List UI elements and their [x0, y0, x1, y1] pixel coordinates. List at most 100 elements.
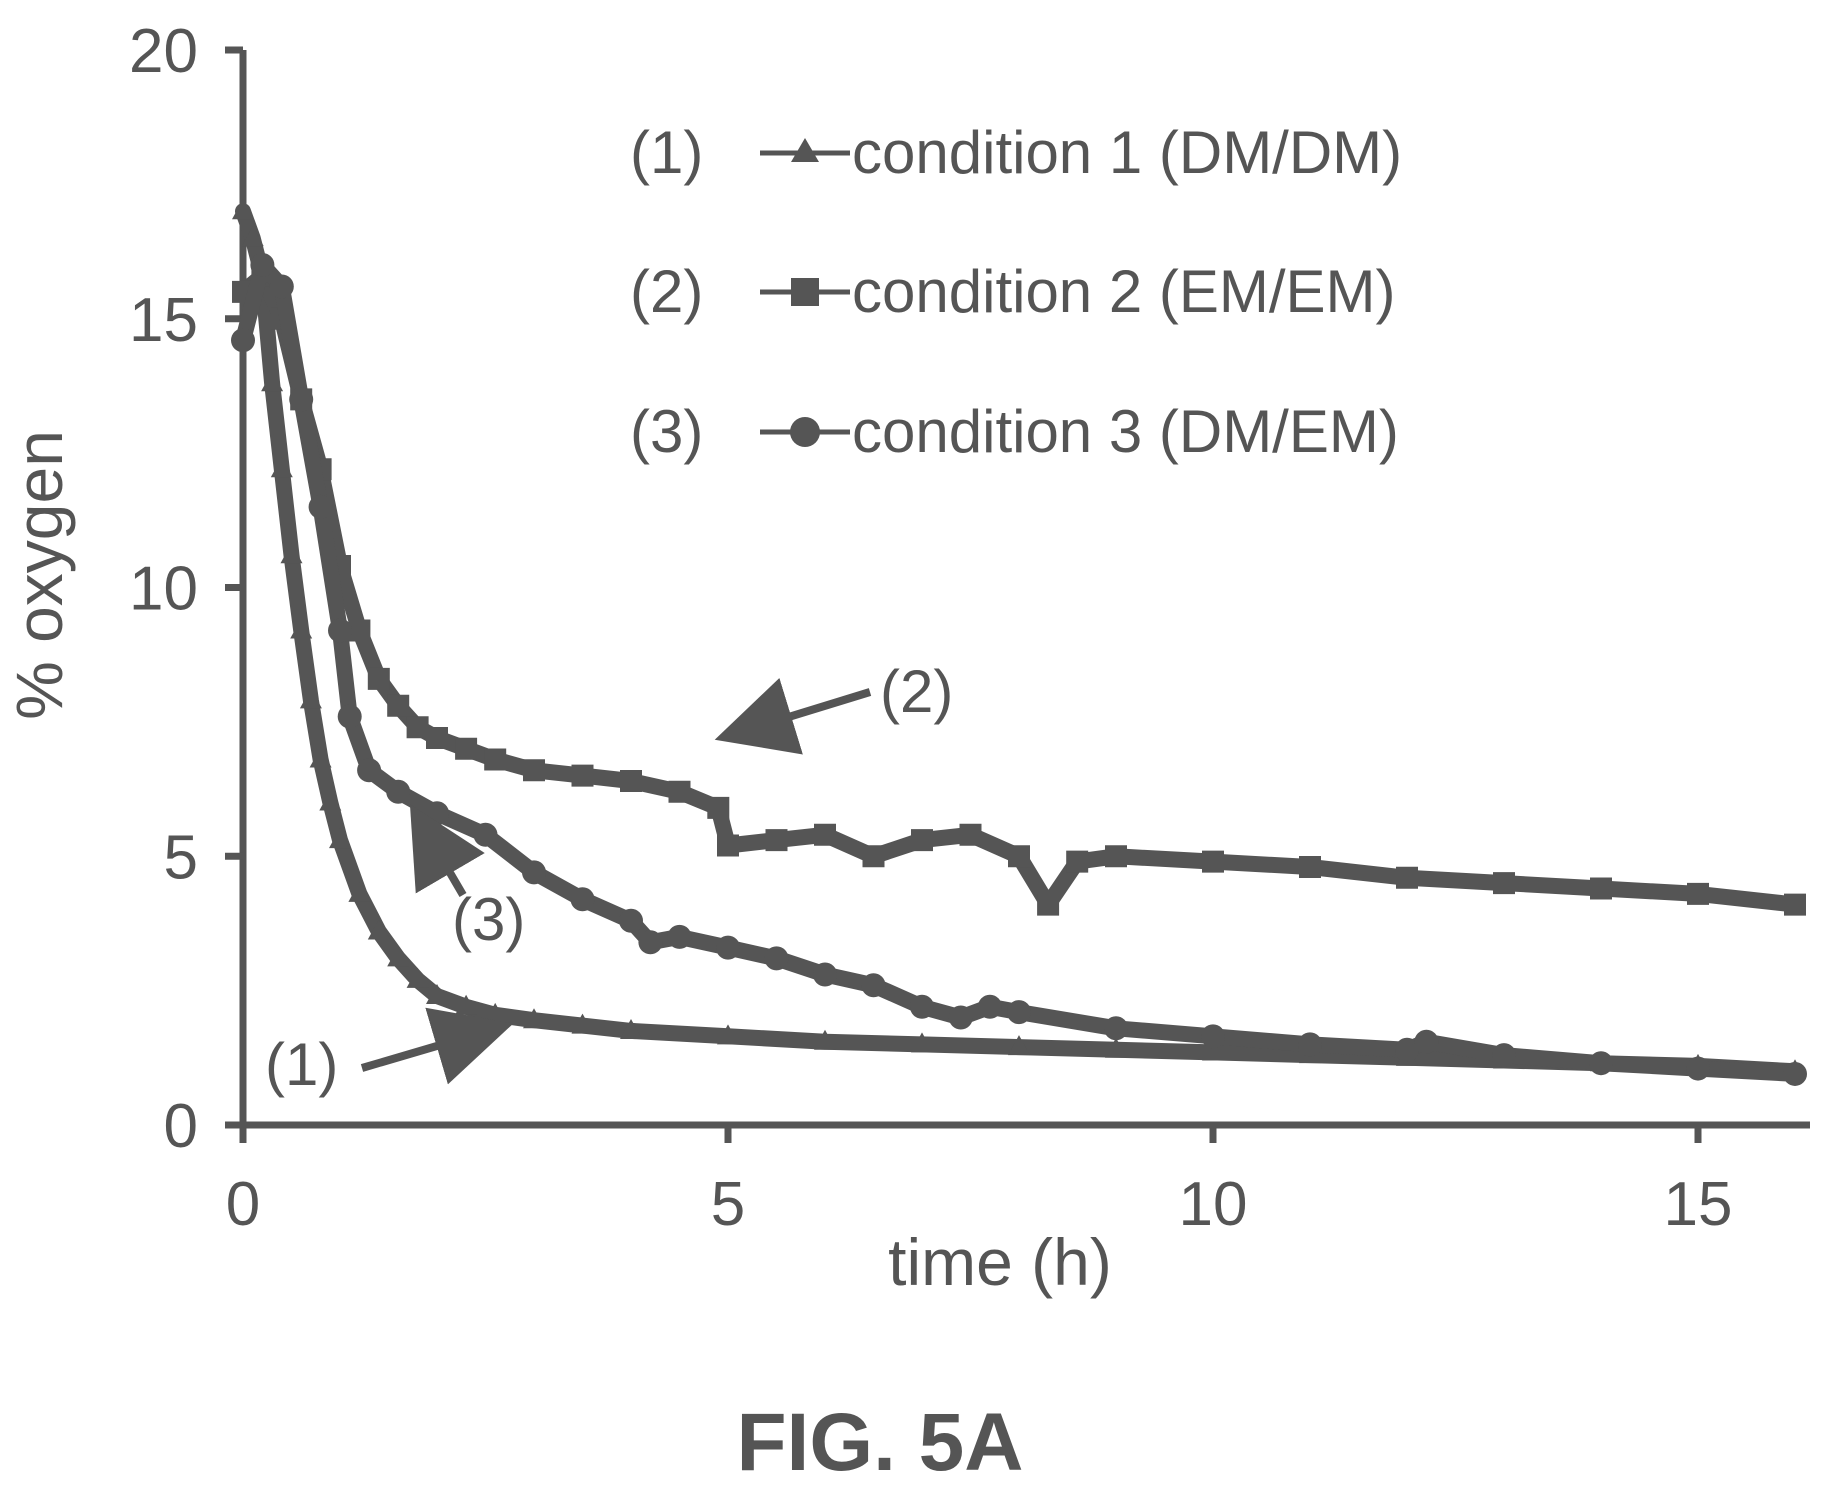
- data-point-square: [814, 823, 836, 846]
- callout-label-3: (3): [452, 886, 525, 953]
- data-point-square: [571, 764, 594, 787]
- data-point-circle: [328, 618, 352, 643]
- data-point-square: [1105, 845, 1127, 868]
- x-tick-label: 5: [711, 1170, 745, 1239]
- data-point-square: [348, 619, 371, 642]
- data-point-square: [620, 770, 642, 792]
- callout-2: (2): [714, 658, 953, 755]
- data-point-circle: [1007, 1000, 1031, 1025]
- data-point-square: [387, 694, 410, 717]
- data-point-triangle: [241, 226, 264, 247]
- legend-label-3: condition 3 (DM/EM): [852, 398, 1399, 465]
- data-point-triangle: [290, 618, 313, 639]
- legend: (1) condition 1 (DM/DM) (2) condition 2 …: [630, 119, 1402, 465]
- data-point-circle: [425, 801, 449, 826]
- data-point-circle: [764, 946, 789, 971]
- data-point-triangle: [1008, 1035, 1030, 1056]
- data-point-square: [523, 759, 545, 782]
- callout-label-1: (1): [265, 1031, 338, 1098]
- data-point-triangle: [261, 371, 284, 392]
- data-point-square: [455, 737, 478, 760]
- legend-id-2: (2): [630, 258, 703, 325]
- data-point-circle: [473, 822, 498, 847]
- data-point-circle: [1589, 1051, 1613, 1076]
- data-point-square: [1202, 850, 1224, 873]
- data-point-circle: [813, 962, 837, 987]
- legend-id-1: (1): [630, 119, 703, 186]
- series-line-2: [235, 267, 1803, 913]
- callout-arrow-1: [360, 1007, 514, 1085]
- data-point-circle: [1395, 1037, 1419, 1062]
- data-point-triangle: [309, 747, 332, 768]
- data-point-circle: [1686, 1056, 1710, 1081]
- y-tick-label: 15: [129, 286, 198, 355]
- data-point-circle: [308, 494, 333, 519]
- data-point-circle: [269, 274, 294, 299]
- data-point-triangle: [367, 919, 390, 940]
- callout-arrow-3: [409, 804, 485, 898]
- callout-arrow-2: [714, 677, 872, 755]
- legend-marker-circle: [790, 417, 820, 447]
- data-point-circle: [337, 704, 362, 729]
- data-point-circle: [910, 994, 934, 1019]
- data-point-circle: [289, 387, 314, 412]
- y-tick-label: 20: [129, 17, 198, 86]
- data-point-circle: [667, 924, 692, 949]
- data-point-triangle: [426, 984, 448, 1004]
- data-point-square: [862, 845, 885, 868]
- data-point-square: [668, 780, 691, 803]
- data-point-circle: [948, 1005, 973, 1030]
- data-point-circle: [619, 908, 643, 933]
- data-point-circle: [977, 994, 1002, 1019]
- data-point-square: [707, 796, 730, 819]
- data-point-square: [484, 748, 507, 771]
- data-point-triangle: [1105, 1037, 1127, 1058]
- data-point-square: [406, 716, 429, 739]
- data-point-square: [1590, 877, 1612, 900]
- data-point-square: [1008, 845, 1030, 868]
- data-point-triangle: [717, 1024, 739, 1045]
- data-point-circle: [1492, 1043, 1516, 1068]
- series-3: [231, 253, 1807, 1086]
- data-point-circle: [1298, 1032, 1322, 1057]
- data-point-circle: [357, 758, 382, 783]
- data-point-square: [1396, 866, 1418, 889]
- ticks-layer: 0 5 10 15 0 5 10 15 20: [129, 17, 1732, 1239]
- data-point-square: [1784, 893, 1806, 916]
- figure-label: FIG. 5A: [736, 1397, 1023, 1480]
- series-2: [232, 264, 1806, 916]
- data-point-square: [959, 823, 982, 846]
- data-point-triangle: [329, 828, 351, 849]
- data-point-circle: [1104, 1016, 1128, 1041]
- data-point-triangle: [571, 1013, 594, 1034]
- data-point-triangle: [270, 457, 293, 478]
- data-point-triangle: [319, 790, 342, 811]
- data-point-triangle: [299, 688, 322, 709]
- data-point-square: [1299, 856, 1321, 878]
- data-point-square: [1687, 882, 1709, 905]
- legend-label-2: condition 2 (EM/EM): [852, 258, 1396, 325]
- x-tick-label: 0: [226, 1170, 260, 1239]
- legend-marker-square: [791, 278, 819, 306]
- data-point-square: [765, 829, 788, 852]
- y-tick-label: 5: [164, 823, 198, 892]
- data-point-triangle: [1202, 1040, 1224, 1061]
- data-point-circle: [250, 253, 275, 277]
- data-point-square: [717, 834, 739, 857]
- callout-label-2: (2): [880, 658, 953, 725]
- data-point-triangle: [814, 1029, 836, 1050]
- data-point-circle: [231, 328, 255, 353]
- data-point-square: [1037, 893, 1060, 916]
- data-point-triangle: [348, 881, 371, 902]
- data-point-triangle: [280, 543, 303, 564]
- data-point-circle: [570, 887, 595, 912]
- data-point-triangle: [232, 199, 254, 220]
- y-axis-title: % oxygen: [2, 430, 76, 720]
- data-point-square: [911, 829, 933, 852]
- data-point-circle: [1783, 1061, 1807, 1086]
- x-tick-label: 10: [1179, 1170, 1248, 1239]
- data-point-circle: [386, 779, 411, 804]
- x-tick-label: 15: [1664, 1170, 1733, 1239]
